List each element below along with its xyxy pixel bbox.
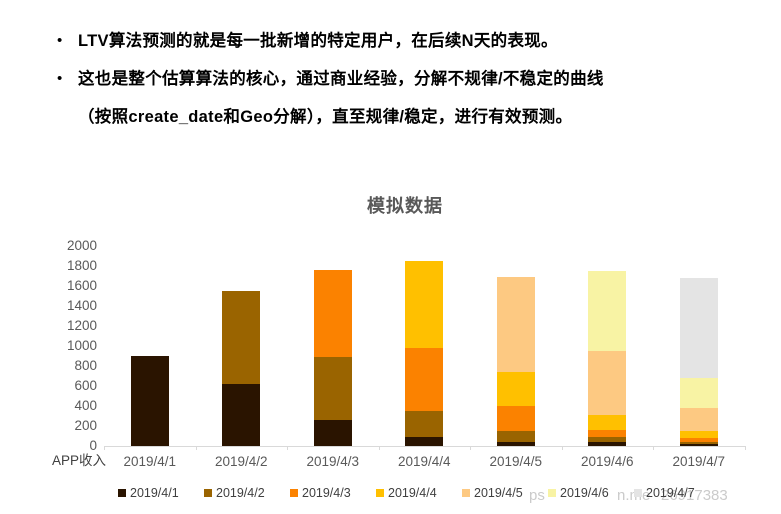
bar-segment-2019-4-1 bbox=[588, 442, 627, 446]
x-axis-tick-mark bbox=[378, 446, 380, 450]
legend-label: 2019/4/7 bbox=[646, 486, 695, 500]
y-axis-tick-label: 2000 bbox=[66, 238, 97, 253]
legend-label: 2019/4/2 bbox=[216, 486, 265, 500]
legend-swatch-icon bbox=[634, 489, 642, 497]
bar-segment-2019-4-3 bbox=[405, 348, 444, 411]
x-axis-tick-mark bbox=[653, 446, 654, 450]
bar-segment-2019-4-3 bbox=[679, 437, 718, 442]
y-axis-tick-label: 400 bbox=[74, 398, 97, 413]
x-axis-tick-mark bbox=[561, 446, 563, 450]
bullet-item-2-continuation: （按照create_date和Geo分解），直至规律/稳定，进行有效预测。 bbox=[78, 108, 573, 126]
bar-segment-2019-4-4 bbox=[405, 261, 444, 348]
bullet-item-2: • 这也是整个估算算法的核心，通过商业经验，分解不规律/不稳定的曲线 bbox=[57, 68, 604, 90]
bullet-text: LTV算法预测的就是每一批新增的特定用户，在后续N天的表现。 bbox=[78, 32, 558, 50]
bullet-text: 这也是整个估算算法的核心，通过商业经验，分解不规律/不稳定的曲线 bbox=[78, 70, 604, 88]
legend-swatch-icon bbox=[548, 489, 556, 497]
legend-item: 2019/4/6 bbox=[548, 486, 609, 500]
x-axis-line bbox=[104, 446, 746, 447]
legend-item: 2019/4/7 bbox=[634, 486, 695, 500]
x-axis-tick-mark bbox=[470, 446, 471, 450]
bullet-item-1: • LTV算法预测的就是每一批新增的特定用户，在后续N天的表现。 bbox=[57, 30, 558, 52]
bar-segment-2019-4-1 bbox=[222, 384, 261, 446]
bar-segment-2019-4-5 bbox=[679, 408, 718, 431]
bar-segment-2019-4-2 bbox=[496, 431, 535, 442]
bar-segment-2019-4-3 bbox=[588, 430, 627, 437]
y-axis-title: APP收入 bbox=[51, 453, 106, 468]
x-axis-category-label: 2019/4/7 bbox=[672, 454, 726, 469]
bar-segment-2019-4-3 bbox=[496, 406, 535, 431]
x-axis-category-label: 2019/4/1 bbox=[123, 454, 177, 469]
y-axis-tick-label: 1200 bbox=[66, 318, 97, 333]
bar-segment-2019-4-1 bbox=[405, 437, 444, 446]
watermark-fragment: ps bbox=[529, 487, 545, 504]
legend-item: 2019/4/5 bbox=[462, 486, 523, 500]
legend-label: 2019/4/1 bbox=[130, 486, 179, 500]
y-axis-tick-label: 1000 bbox=[66, 338, 97, 353]
bar-segment-2019-4-6 bbox=[588, 271, 627, 351]
bar-segment-2019-4-5 bbox=[588, 351, 627, 415]
chart-title: 模拟数据 bbox=[367, 196, 443, 216]
x-axis-category-label: 2019/4/3 bbox=[306, 454, 360, 469]
bar-segment-2019-4-2 bbox=[313, 357, 352, 420]
x-axis-category-label: 2019/4/4 bbox=[397, 454, 451, 469]
legend-label: 2019/4/6 bbox=[560, 486, 609, 500]
x-axis-tick-mark bbox=[744, 446, 746, 450]
legend-item: 2019/4/3 bbox=[290, 486, 351, 500]
y-axis-tick-label: 1400 bbox=[66, 298, 97, 313]
bar-segment-2019-4-2 bbox=[588, 437, 627, 442]
legend-label: 2019/4/3 bbox=[302, 486, 351, 500]
bar-segment-2019-4-5 bbox=[496, 277, 535, 372]
bar-segment-2019-4-3 bbox=[313, 270, 352, 357]
bar-segment-2019-4-4 bbox=[588, 415, 627, 430]
x-axis-tick-mark bbox=[195, 446, 197, 450]
legend-item: 2019/4/2 bbox=[204, 486, 265, 500]
bar-segment-2019-4-1 bbox=[130, 356, 169, 446]
watermark-fragment: n.me bbox=[617, 487, 650, 504]
watermark-fragment: 26917383 bbox=[661, 487, 728, 504]
y-axis-tick-label: 0 bbox=[89, 438, 97, 453]
y-axis-tick-label: 1800 bbox=[66, 258, 97, 273]
legend-swatch-icon bbox=[462, 489, 470, 497]
legend-swatch-icon bbox=[204, 489, 212, 497]
bar-segment-2019-4-4 bbox=[496, 372, 535, 406]
legend-label: 2019/4/4 bbox=[388, 486, 437, 500]
bar-segment-2019-4-7 bbox=[679, 278, 718, 378]
x-axis-category-label: 2019/4/6 bbox=[580, 454, 634, 469]
y-axis-tick-label: 1600 bbox=[66, 278, 97, 293]
legend-swatch-icon bbox=[290, 489, 298, 497]
legend-item: 2019/4/4 bbox=[376, 486, 437, 500]
bar-segment-2019-4-2 bbox=[222, 291, 261, 384]
x-axis-category-label: 2019/4/2 bbox=[214, 454, 268, 469]
bullet-marker: • bbox=[57, 32, 63, 49]
y-axis-tick-label: 800 bbox=[74, 358, 97, 373]
bar-segment-2019-4-4 bbox=[679, 431, 718, 438]
bar-segment-2019-4-2 bbox=[405, 411, 444, 437]
legend-swatch-icon bbox=[376, 489, 384, 497]
bar-segment-2019-4-2 bbox=[679, 441, 718, 444]
legend-item: 2019/4/1 bbox=[118, 486, 179, 500]
bar-segment-2019-4-1 bbox=[679, 444, 718, 446]
bar-segment-2019-4-1 bbox=[313, 420, 352, 446]
legend-swatch-icon bbox=[118, 489, 126, 497]
y-axis-tick-label: 200 bbox=[74, 418, 97, 433]
x-axis-category-label: 2019/4/5 bbox=[489, 454, 543, 469]
legend-label: 2019/4/5 bbox=[474, 486, 523, 500]
bar-segment-2019-4-6 bbox=[679, 378, 718, 408]
y-axis-tick-label: 600 bbox=[74, 378, 97, 393]
bar-segment-2019-4-1 bbox=[496, 442, 535, 446]
x-axis-tick-mark bbox=[287, 446, 288, 450]
bullet-marker: • bbox=[57, 70, 63, 87]
x-axis-tick-mark bbox=[104, 446, 105, 450]
